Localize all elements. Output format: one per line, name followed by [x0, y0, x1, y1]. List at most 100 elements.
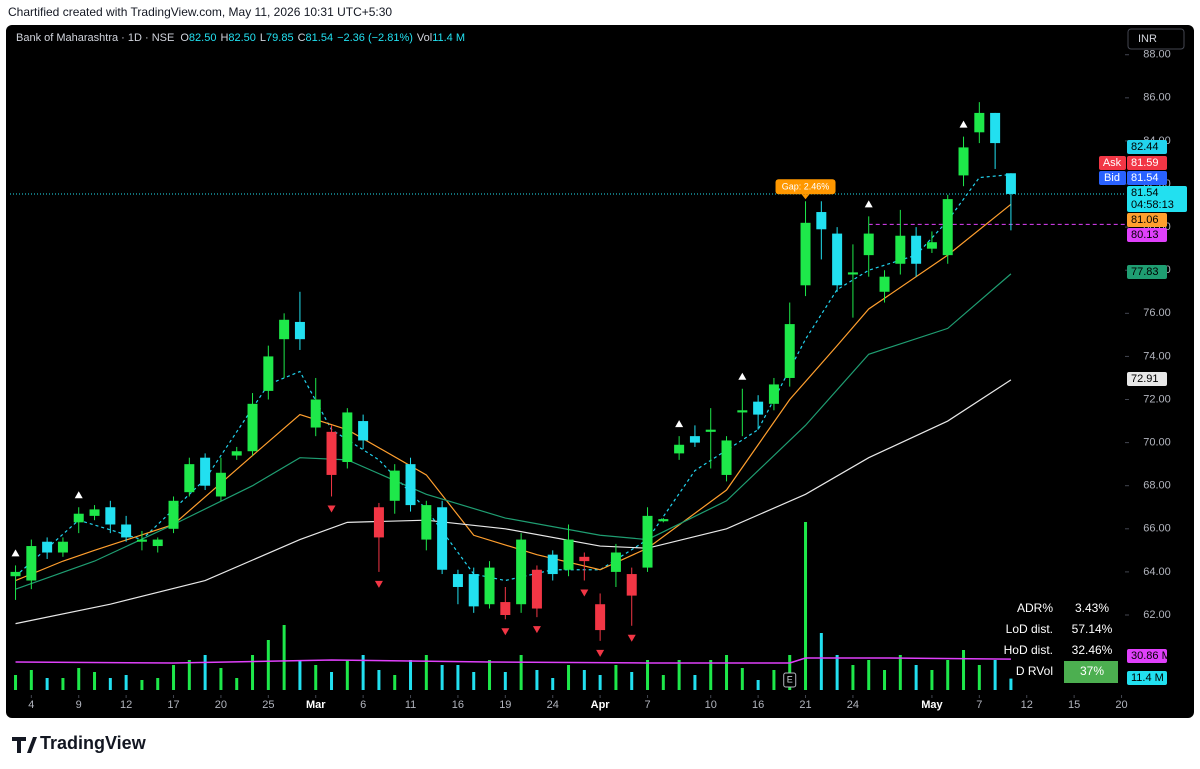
candle-body	[452, 574, 463, 587]
volume-bar	[14, 675, 18, 690]
x-tick-label: 9	[76, 699, 82, 711]
volume-bar	[251, 655, 255, 690]
down-marker	[532, 626, 541, 634]
gap-pointer	[801, 194, 810, 200]
price-tag	[1127, 649, 1167, 663]
candle-body	[911, 235, 922, 264]
ohlc-value: 82.50	[228, 32, 256, 44]
volume-bar	[488, 660, 492, 690]
ohlc-value: 79.85	[266, 32, 294, 44]
volume-bar	[124, 675, 128, 690]
volume-bar	[835, 655, 839, 690]
volume-bar	[930, 670, 934, 690]
y-tick-label: 64.00	[1143, 566, 1171, 578]
down-marker	[580, 589, 589, 597]
x-tick-label: Apr	[591, 699, 611, 711]
volume-bar	[567, 665, 571, 690]
x-tick-label: May	[921, 699, 943, 711]
x-tick-label: 6	[360, 699, 366, 711]
price-tag-value: 81.54	[1131, 172, 1159, 184]
x-tick-label: 7	[976, 699, 982, 711]
x-tick-label: 25	[262, 699, 274, 711]
stat-value: 57.14%	[1072, 622, 1113, 636]
candle-body	[152, 539, 163, 547]
ohlc-value: 82.50	[189, 32, 217, 44]
price-tag-prefix: Bid	[1104, 172, 1120, 184]
volume-bar	[298, 660, 302, 690]
price-tag-value: 77.83	[1131, 266, 1159, 278]
x-tick-label: 10	[705, 699, 717, 711]
down-marker	[327, 505, 336, 513]
candle-body	[626, 574, 637, 596]
volume-bar	[630, 672, 634, 690]
candle-body	[610, 552, 621, 572]
moving-average	[15, 379, 1012, 625]
candle-body	[642, 515, 653, 568]
volume-bar	[977, 665, 981, 690]
volume-bar	[725, 655, 729, 690]
volume-bar	[314, 665, 318, 690]
candle-body	[26, 546, 37, 581]
candle-body	[231, 451, 242, 456]
candle-body	[247, 403, 258, 452]
volume-bar	[361, 655, 365, 690]
candle-body	[658, 519, 669, 522]
volume-bar	[851, 665, 855, 690]
candle-body	[500, 602, 511, 615]
candle-body	[958, 147, 969, 176]
ohlc-key: C	[298, 32, 306, 44]
x-tick-label: 16	[752, 699, 764, 711]
price-tag-timer: 04:58:13	[1131, 199, 1174, 211]
x-tick-label: 12	[1021, 699, 1033, 711]
candle-body	[990, 112, 1001, 144]
gap-box	[775, 179, 836, 195]
volume-bar	[535, 670, 539, 690]
candle-body	[879, 276, 890, 292]
x-tick-label: 21	[799, 699, 811, 711]
ohlc-value: 81.54	[306, 32, 334, 44]
x-tick-label: 19	[499, 699, 511, 711]
x-tick-label: 4	[28, 699, 34, 711]
x-tick-label: 16	[452, 699, 464, 711]
down-marker	[374, 580, 383, 588]
volume-bar	[93, 672, 97, 690]
price-tag	[1127, 671, 1167, 685]
volume-bar	[693, 675, 697, 690]
price-tag-value: 81.06	[1131, 214, 1159, 226]
volume-bar	[551, 678, 555, 690]
volume-bar	[472, 672, 476, 690]
candle-body	[768, 384, 779, 404]
x-tick-label: 24	[547, 699, 559, 711]
candle-body	[294, 321, 305, 340]
candle-body	[705, 429, 716, 432]
ohlc-key: L	[260, 32, 266, 44]
up-marker	[74, 491, 83, 499]
candle-body	[421, 505, 432, 540]
candle-body	[89, 509, 100, 516]
candle-body	[373, 507, 384, 538]
y-tick-label: 66.00	[1143, 523, 1171, 535]
volume-bar	[282, 625, 286, 690]
volume-bar	[156, 678, 160, 690]
candle-body	[531, 569, 542, 609]
candle-body	[895, 235, 906, 264]
price-tag-value: 82.44	[1131, 141, 1159, 153]
volume-bar	[456, 665, 460, 690]
candle-body	[389, 470, 400, 501]
brand-logo: TradingView	[12, 733, 147, 753]
candle-body	[358, 421, 369, 441]
candle-body	[184, 464, 195, 493]
candle-body	[310, 399, 321, 428]
stat-label: ADR%	[1017, 601, 1053, 615]
volume-bar	[598, 675, 602, 690]
volume-bar	[45, 678, 49, 690]
candle-body	[689, 436, 700, 443]
volume-bar	[219, 668, 223, 690]
down-marker	[627, 634, 636, 642]
price-tag-prefix-box	[1099, 171, 1126, 185]
earnings-label: E	[787, 674, 793, 684]
candle-body	[136, 539, 147, 542]
y-tick-label: 72.00	[1143, 393, 1171, 405]
candle-body	[105, 507, 116, 525]
x-tick-label: 20	[1115, 699, 1127, 711]
